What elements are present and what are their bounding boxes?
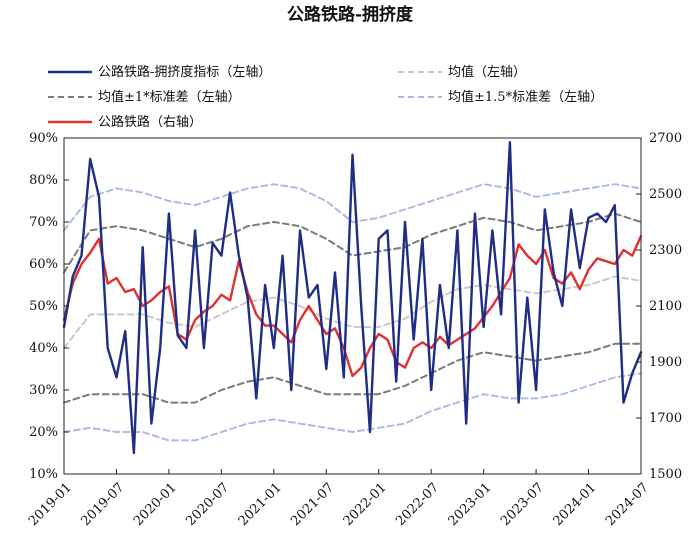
plot-area <box>62 140 643 455</box>
left-tick-label: 60% <box>29 257 58 272</box>
x-tick-label: 2022-07 <box>393 480 442 529</box>
series-line-band1_upper <box>63 212 642 274</box>
right-tick-label: 2300 <box>649 243 682 258</box>
left-tick-label: 30% <box>29 383 58 398</box>
x-tick-label: 2021-07 <box>288 480 337 529</box>
series-line-congestion <box>62 140 643 455</box>
legend-label-band1: 均值±1*标准差（左轴） <box>98 89 241 105</box>
left-tick-label: 50% <box>29 299 58 314</box>
legend-label-band15: 均值±1.5*标准差（左轴） <box>448 89 603 105</box>
series-line-band1_lower <box>63 342 642 404</box>
chart-title: 公路铁路-拥挤度 <box>287 4 414 25</box>
left-tick-label: 10% <box>29 467 58 482</box>
right-tick-label: 2500 <box>649 187 682 202</box>
right-tick-label: 2100 <box>649 299 682 314</box>
right-tick-label: 1700 <box>649 411 682 426</box>
x-tick-label: 2022-01 <box>341 480 390 529</box>
x-tick-label: 2024-07 <box>603 480 652 529</box>
series-line-road_rail <box>62 234 643 378</box>
series-line-band15_lower <box>63 372 642 442</box>
legend-label-congestion: 公路铁路-拥挤度指标（左轴） <box>98 64 271 80</box>
left-tick-label: 20% <box>29 425 58 440</box>
legend: 公路铁路-拥挤度指标（左轴） 均值（左轴） 均值±1*标准差（左轴） 均值±1.5*标… <box>48 64 603 130</box>
right-tick-label: 1500 <box>649 467 682 482</box>
x-tick-label: 2023-01 <box>446 480 495 529</box>
right-tick-label: 2700 <box>649 131 682 146</box>
legend-label-road_rail: 公路铁路（右轴） <box>98 114 202 130</box>
x-tick-label: 2020-01 <box>131 480 180 529</box>
x-tick-label: 2019-01 <box>26 480 75 529</box>
left-tick-label: 40% <box>29 341 58 356</box>
x-tick-label: 2024-01 <box>551 480 600 529</box>
x-tick-label: 2021-01 <box>236 480 285 529</box>
right-tick-label: 1900 <box>649 355 682 370</box>
x-tick-label: 2020-07 <box>183 480 232 529</box>
x-tick-label: 2019-07 <box>78 480 127 529</box>
x-tick-label: 2023-07 <box>498 480 547 529</box>
series-line-mean <box>63 275 642 349</box>
left-tick-label: 80% <box>29 173 58 188</box>
left-tick-label: 70% <box>29 215 58 230</box>
series-line-band15_upper <box>63 183 642 232</box>
legend-label-mean: 均值（左轴） <box>448 64 526 80</box>
left-tick-label: 90% <box>29 131 58 146</box>
